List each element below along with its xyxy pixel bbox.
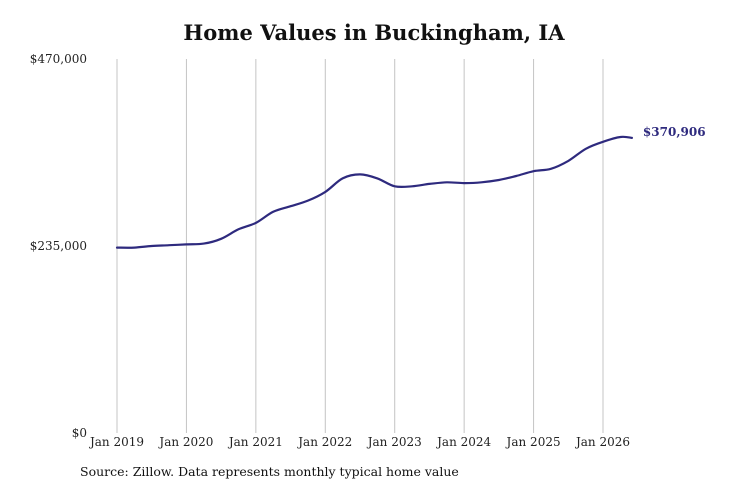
end-value-label: $370,906 — [643, 125, 706, 139]
x-axis: Jan 2019 Jan 2020 Jan 2021 Jan 2022 Jan 2023… — [88, 435, 630, 449]
grid-lines — [116, 59, 604, 433]
x-tick-label: Jan 2026 — [574, 435, 630, 449]
source-note: Source: Zillow. Data represents monthly … — [80, 464, 459, 479]
chart-title: Home Values in Buckingham, IA — [183, 20, 565, 45]
x-tick-label: Jan 2022 — [296, 435, 352, 449]
x-tick-label: Jan 2021 — [227, 435, 283, 449]
x-tick-label: Jan 2019 — [88, 435, 144, 449]
x-tick-label: Jan 2025 — [505, 435, 561, 449]
x-tick-label: Jan 2023 — [366, 435, 422, 449]
y-tick-label: $470,000 — [30, 52, 87, 66]
y-tick-label: $235,000 — [30, 239, 87, 253]
x-tick-label: Jan 2024 — [435, 435, 491, 449]
home-value-line — [115, 135, 633, 249]
x-tick-label: Jan 2020 — [157, 435, 213, 449]
y-tick-label: $0 — [72, 426, 87, 440]
y-axis: $0 $235,000 $470,000 — [30, 52, 87, 440]
